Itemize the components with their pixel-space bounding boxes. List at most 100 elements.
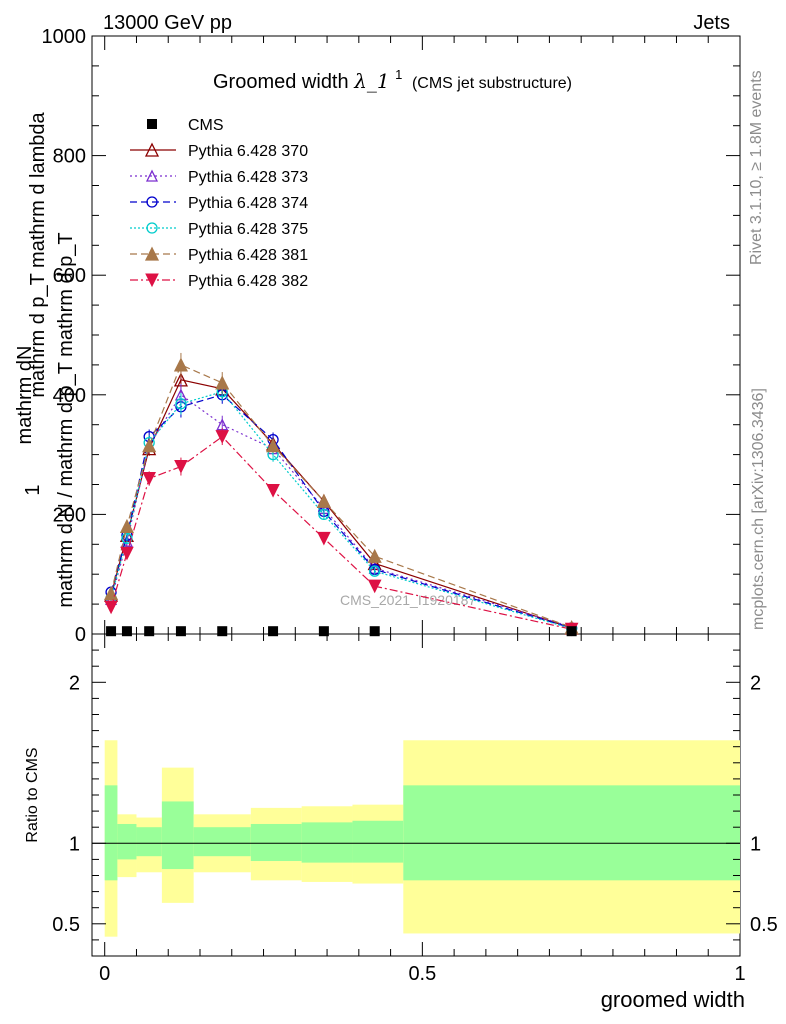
- legend-label: CMS: [188, 117, 224, 134]
- x-tick-label: 0: [99, 963, 110, 985]
- legend-label: Pythia 6.428 381: [188, 247, 308, 264]
- data-point: [266, 438, 281, 453]
- y-tick-label: 200: [53, 504, 86, 526]
- chart-title-symbol: λ_1: [353, 69, 389, 93]
- cms-data-point: [121, 626, 132, 637]
- rivet-version-label: Rivet 3.1.10, ≥ 1.8M events: [748, 70, 765, 265]
- y-label-top-den: mathrm d p_T mathrm d lambda: [27, 111, 49, 397]
- ratio-bands: [104, 740, 740, 937]
- data-point: [175, 398, 187, 410]
- y-tick-label: 0: [75, 624, 86, 646]
- y-label-top-num: mathrm dN: [14, 346, 36, 445]
- series-line: [110, 364, 572, 628]
- legend-marker: [147, 119, 157, 129]
- legend-marker: [145, 273, 159, 288]
- ratio-band-green: [352, 820, 404, 863]
- y-tick-label: 400: [53, 385, 86, 407]
- axis-ticks: 0 200 400 600 800 1000 0 0.5 1 0.5 0.5 1 1 2 2: [42, 26, 778, 985]
- data-point: [173, 357, 188, 372]
- category-label: Jets: [693, 12, 730, 34]
- data-point: [120, 534, 133, 547]
- cms-data-point: [268, 626, 279, 637]
- x-tick-label: 0.5: [408, 963, 436, 985]
- data-point: [369, 565, 381, 577]
- data-point: [215, 375, 230, 390]
- cms-data-point: [318, 626, 329, 637]
- data-point: [174, 460, 188, 474]
- data-point: [142, 472, 156, 486]
- data-point: [316, 493, 331, 508]
- legend-marker: [146, 222, 158, 234]
- ratio-band-green: [104, 785, 118, 881]
- ratio-band-green: [193, 827, 251, 857]
- ratio-band-green: [250, 823, 302, 862]
- legend: CMS Pythia 6.428 370 Pythia 6.428 373 Pythi…: [130, 117, 308, 290]
- y-label-top-numerator: 1: [22, 484, 44, 495]
- legend-item: CMS: [147, 117, 224, 134]
- y-label-bottom: mathrm d N / mathrm d p_T mathrm d p_T: [55, 232, 77, 607]
- data-point: [119, 518, 134, 534]
- ratio-y-tick-label: 0.5: [52, 914, 80, 936]
- legend-label: Pythia 6.428 374: [188, 195, 308, 212]
- y-axis-label: 1 mathrm dN mathrm d p_T mathrm d lambda…: [14, 111, 77, 607]
- cms-data-point: [217, 626, 228, 637]
- data-point: [266, 483, 280, 498]
- cms-data-point: [144, 626, 155, 637]
- cms-data-point: [369, 626, 380, 637]
- cms-data-point: [106, 626, 117, 637]
- ratio-y-tick-label: 1: [69, 833, 80, 855]
- legend-item: Pythia 6.428 370: [130, 142, 308, 160]
- ratio-y-tick-label: 0.5: [750, 914, 778, 936]
- ratio-band-green: [161, 801, 194, 870]
- ratio-band-green: [403, 785, 740, 881]
- energy-label: 13000 GeV pp: [103, 12, 232, 34]
- ratio-band-green: [117, 823, 137, 860]
- legend-label: Pythia 6.428 375: [188, 221, 308, 238]
- legend-marker: [144, 246, 160, 261]
- series-line: [110, 379, 572, 629]
- chart-title-main: Groomed width: [213, 71, 349, 93]
- ratio-y-tick-label: 2: [750, 672, 761, 694]
- legend-item: Pythia 6.428 382: [130, 273, 308, 290]
- ratio-y-tick-label: 2: [69, 672, 80, 694]
- legend-label: Pythia 6.428 382: [188, 273, 308, 290]
- legend-item: Pythia 6.428 374: [130, 195, 308, 212]
- data-point: [317, 531, 331, 546]
- data-point: [318, 508, 330, 521]
- ratio-band-green: [301, 822, 353, 863]
- data-point: [215, 430, 230, 444]
- y-tick-label: 1000: [42, 26, 87, 48]
- data-point: [120, 546, 134, 561]
- data-point: [142, 438, 157, 453]
- y-tick-label: 800: [53, 146, 86, 168]
- legend-item: Pythia 6.428 375: [130, 221, 308, 238]
- data-point: [367, 579, 382, 594]
- x-axis-label: groomed width: [601, 987, 745, 1012]
- data-point: [367, 548, 382, 563]
- legend-marker: [145, 169, 159, 182]
- cms-data-point: [566, 626, 577, 637]
- series-line: [110, 393, 572, 628]
- legend-marker: [146, 196, 158, 208]
- ratio-y-label: Ratio to CMS: [24, 747, 41, 842]
- analysis-watermark: CMS_2021_I1920187: [340, 592, 476, 608]
- y-tick-label: 600: [53, 265, 86, 287]
- legend-label: Pythia 6.428 370: [188, 143, 308, 160]
- series-layer: [104, 352, 579, 637]
- chart-title-sup: 1: [395, 67, 402, 82]
- chart-title: Groomed width λ_1 1 (CMS jet substructur…: [213, 62, 572, 93]
- legend-marker: [144, 142, 160, 157]
- ratio-band-green: [136, 827, 162, 857]
- mcplots-label: mcplots.cern.ch [arXiv:1306.3436]: [750, 388, 767, 630]
- ratio-y-tick-label: 1: [750, 833, 761, 855]
- data-point: [104, 600, 118, 615]
- legend-item: Pythia 6.428 373: [130, 169, 308, 186]
- legend-item: Pythia 6.428 381: [130, 246, 308, 264]
- legend-label: Pythia 6.428 373: [188, 169, 308, 186]
- cms-data-point: [175, 626, 186, 637]
- chart-title-note: (CMS jet substructure): [412, 75, 572, 92]
- series-5: [104, 352, 579, 635]
- series-cms: [106, 626, 577, 637]
- x-tick-label: 1: [734, 963, 745, 985]
